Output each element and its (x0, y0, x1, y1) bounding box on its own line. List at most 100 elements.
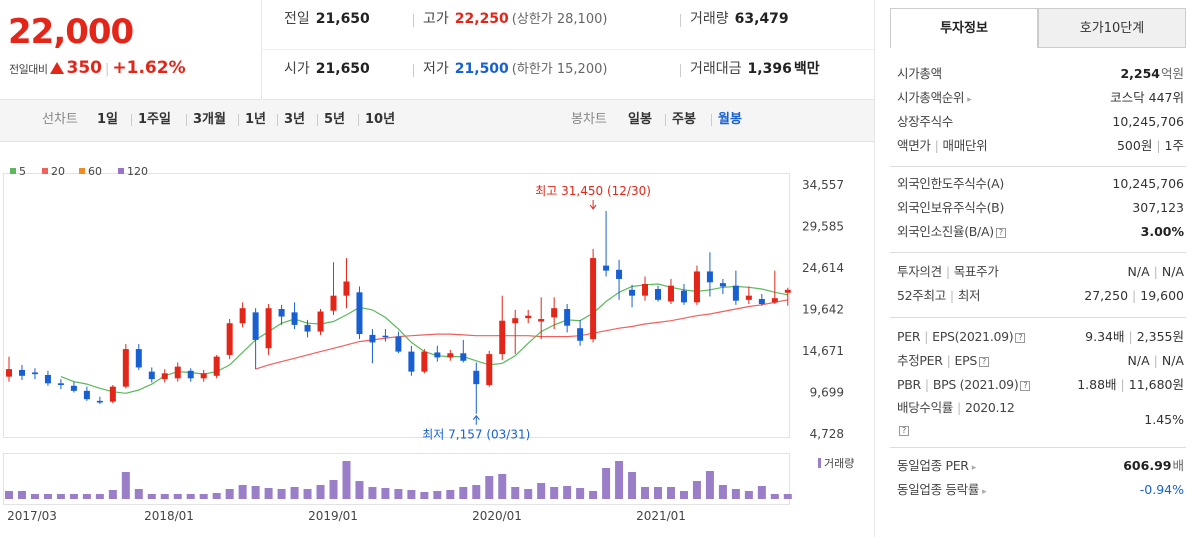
info-label-text: PER (897, 329, 921, 344)
volume-bar (744, 491, 753, 499)
candle-period-월봉[interactable]: 월봉 (718, 112, 742, 127)
candle-body (577, 328, 584, 341)
section-divider (890, 447, 1186, 448)
trade-amount: 거래대금 1,396 백만 (690, 50, 820, 100)
volume-bar (420, 492, 429, 499)
candle-body (174, 366, 181, 379)
volume-bar (770, 494, 779, 499)
x-axis-label: 2017/03 (7, 509, 57, 523)
volume-bar (628, 472, 637, 499)
section-divider (890, 166, 1186, 167)
volume-bar (472, 485, 481, 499)
help-icon[interactable]: ? (1020, 381, 1031, 391)
help-icon[interactable]: ? (979, 357, 990, 367)
amount-label: 거래대금 (690, 61, 742, 77)
help-icon[interactable]: ? (899, 426, 909, 436)
volume-bar (394, 489, 403, 499)
info-row-value: N/A | N/A (1128, 260, 1184, 284)
volume-bar (5, 491, 13, 499)
tab-order-book[interactable]: 호가10단계 (1038, 8, 1186, 48)
volume-label: 거래량 (690, 11, 729, 27)
tab-investment-info[interactable]: 투자정보 (890, 8, 1038, 48)
info-value-text-2: 2,355원 (1136, 329, 1184, 344)
candle-period-주봉[interactable]: 주봉 (672, 112, 696, 127)
candle-body (382, 335, 389, 338)
volume-bar (160, 494, 169, 499)
chevron-right-icon[interactable]: ▸ (982, 487, 987, 497)
volume-bar (121, 472, 130, 499)
info-row: 동일업종 등락률 ▸ -0.94% (897, 478, 1184, 502)
info-row-label: 상장주식수 (897, 110, 953, 134)
candle-body (771, 298, 778, 303)
volume-bar (718, 485, 727, 499)
volume-bar (108, 490, 117, 499)
candle-body (616, 269, 623, 279)
line-period-3년[interactable]: 3년 (284, 112, 306, 127)
info-label-text: 52주최고 (897, 288, 946, 303)
info-row: 추정PER | EPS? N/A | N/A (897, 349, 1184, 373)
volume-bar (147, 494, 156, 499)
info-section4: PER | EPS(2021.09)? 9.34배 | 2,355원 추정PER | EPS? N… (897, 325, 1184, 443)
section-divider (890, 317, 1186, 318)
info-value-bold: 606.99 (1123, 458, 1172, 473)
value-divider: | (1156, 138, 1161, 153)
line-period-1일[interactable]: 1일 (97, 112, 119, 127)
candle-body (551, 308, 558, 318)
info-row: PER | EPS(2021.09)? 9.34배 | 2,355원 (897, 325, 1184, 349)
info-value-text-2: 1주 (1164, 138, 1184, 153)
volume-bar (199, 494, 208, 499)
candle-body (356, 292, 363, 335)
candle-period-일봉[interactable]: 일봉 (628, 112, 652, 127)
volume-bar (563, 486, 572, 499)
change-percent: +1.62% (112, 58, 186, 78)
label-divider: | (949, 288, 954, 303)
chevron-right-icon[interactable]: ▸ (971, 463, 977, 473)
candle-body (226, 323, 233, 355)
info-row-value: 606.99배 (1123, 454, 1184, 478)
volume-bar (82, 494, 91, 499)
candle-body (187, 370, 194, 379)
line-period-3개월[interactable]: 3개월 (193, 112, 226, 127)
info-value-text: 1.88배 (1077, 377, 1117, 392)
info-row-label: 외국인소진율(B/A)? (897, 220, 1006, 244)
current-price: 22,000 (8, 12, 134, 52)
info-value-text: 10,245,706 (1112, 176, 1184, 191)
chevron-right-icon[interactable]: ▸ (967, 95, 972, 105)
info-row: 동일업종 PER ▸ 606.99배 (897, 454, 1184, 478)
line-period-10년[interactable]: 10년 (365, 112, 396, 127)
info-row-label: 동일업종 PER ▸ (897, 454, 976, 480)
candle-body (719, 283, 726, 287)
open-label: 시가 (284, 61, 310, 77)
help-icon[interactable]: ? (1015, 333, 1026, 343)
volume-bar (511, 487, 520, 499)
line-period-5년[interactable]: 5년 (324, 112, 346, 127)
info-row-label: 52주최고 | 최저 (897, 284, 981, 308)
low-label: 저가 (423, 61, 449, 77)
candle-body (83, 390, 90, 400)
info-label-text: 시가총액 (897, 66, 942, 81)
volume-bar (212, 493, 221, 499)
price-change-line: 전일대비 350 | +1.62% (9, 58, 186, 78)
quote-divider (680, 64, 681, 77)
info-value-text: -0.94% (1139, 482, 1184, 497)
low-value: 21,500 (454, 61, 509, 77)
info-label-text-2: EPS(2021.09) (932, 329, 1014, 344)
line-period-1년[interactable]: 1년 (245, 112, 267, 127)
info-label-text: 추정PER (897, 353, 943, 368)
x-axis-label: 2021/01 (636, 509, 686, 523)
candle-body (408, 351, 415, 372)
candle-body (317, 311, 324, 332)
volume-bar (485, 476, 494, 499)
volume-bar (251, 486, 260, 499)
toolbar-divider (358, 114, 359, 126)
candle-body (745, 295, 752, 300)
line-period-1주일[interactable]: 1주일 (138, 112, 171, 127)
toolbar-divider (238, 114, 239, 126)
value-divider: | (1153, 353, 1158, 368)
info-row-value: 1.88배 | 11,680원 (1077, 373, 1184, 397)
quote-row-1: 전일 21,650 고가 22,250 (상한가 28,100) 거래량 63,479 (263, 0, 874, 50)
volume-bar (537, 483, 546, 499)
info-row-label: 외국인한도주식수(A) (897, 172, 1004, 196)
help-icon[interactable]: ? (995, 228, 1006, 238)
